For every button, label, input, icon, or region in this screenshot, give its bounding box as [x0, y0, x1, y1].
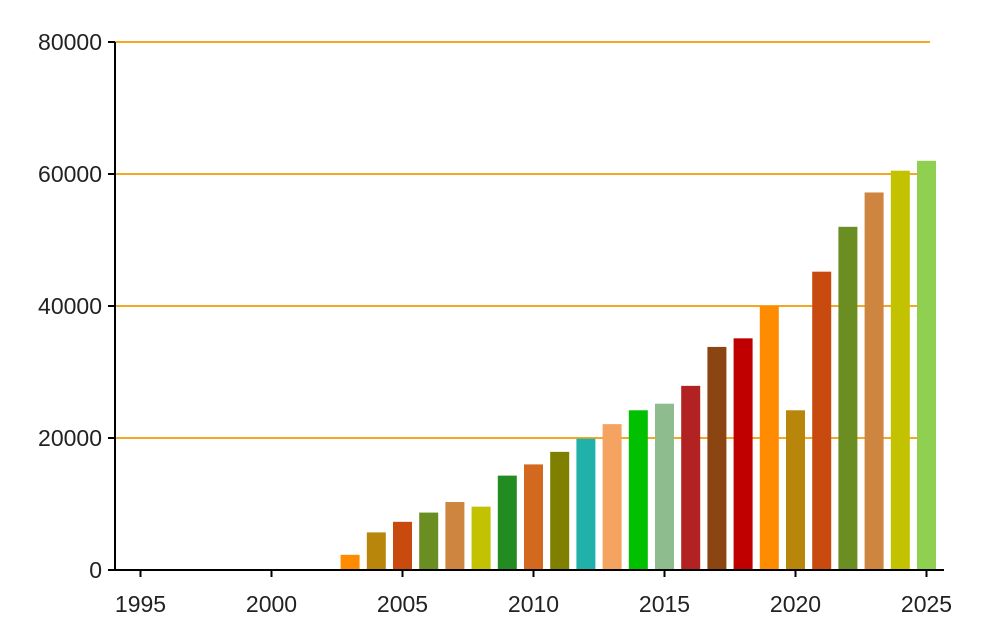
bar-2010 — [524, 464, 543, 570]
bars — [340, 160, 936, 571]
y-tick-label: 80000 — [38, 29, 102, 55]
bar-2025 — [917, 160, 936, 571]
bar-2018 — [733, 338, 753, 570]
bar-2004 — [366, 532, 386, 570]
bar-2021 — [812, 271, 832, 570]
y-tick-label: 40000 — [38, 293, 102, 319]
x-tick-label: 1995 — [115, 591, 166, 617]
x-tick-label: 2010 — [508, 591, 559, 617]
bar-2008 — [471, 506, 491, 570]
grid-lines — [115, 41, 930, 439]
x-tick-label: 2020 — [770, 591, 821, 617]
x-tick-label: 2000 — [246, 591, 297, 617]
bar-2011 — [550, 451, 570, 570]
bar-2005 — [393, 521, 412, 570]
bar-2014 — [628, 410, 648, 570]
bar-2015 — [655, 403, 674, 570]
bar-2009 — [497, 475, 517, 570]
y-tick-label: 60000 — [38, 161, 102, 187]
bar-2006 — [419, 512, 439, 570]
x-tick-label: 2015 — [639, 591, 690, 617]
bar-2012 — [576, 438, 596, 570]
bar-2022 — [838, 226, 858, 571]
bar-2019 — [759, 306, 779, 570]
bar-2023 — [864, 192, 884, 571]
bar-2024 — [890, 170, 910, 570]
x-tick-label: 2025 — [901, 591, 952, 617]
bar-2003 — [340, 554, 360, 570]
bar-2017 — [707, 346, 727, 570]
x-ticks: 1995 2000 2005 2010 2015 2020 2025 — [115, 570, 952, 617]
bar-2020 — [786, 410, 805, 570]
y-tick-label: 20000 — [38, 425, 102, 451]
bar-2013 — [602, 424, 622, 570]
y-tick-label: 0 — [89, 557, 102, 583]
x-tick-label: 2005 — [377, 591, 428, 617]
y-ticks: 0 20000 40000 60000 80000 — [38, 29, 115, 583]
bar-2016 — [681, 385, 701, 570]
bar-2007 — [445, 502, 465, 570]
